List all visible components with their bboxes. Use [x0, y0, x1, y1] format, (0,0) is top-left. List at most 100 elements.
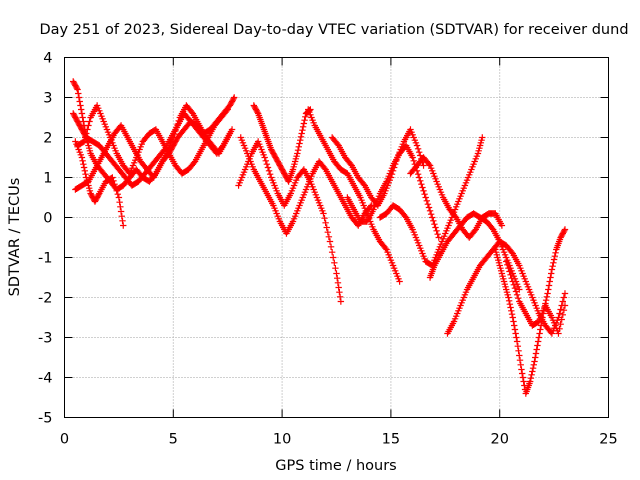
y-axis-label: SDTVAR / TECUs — [7, 178, 23, 297]
data-point — [506, 268, 513, 275]
data-point — [302, 113, 309, 121]
data-point — [425, 160, 433, 168]
data-point — [421, 190, 428, 198]
data-point — [265, 167, 273, 175]
data-point — [517, 361, 524, 369]
data-point — [417, 152, 424, 159]
data-point — [557, 320, 564, 328]
x-tick-label: 5 — [169, 432, 178, 448]
data-point — [77, 106, 85, 113]
data-point — [84, 126, 91, 133]
data-point — [531, 358, 538, 365]
data-point — [426, 207, 434, 215]
data-point — [368, 202, 375, 209]
data-point — [427, 210, 435, 218]
data-point — [532, 354, 539, 361]
data-point — [555, 314, 562, 321]
data-point — [560, 294, 568, 301]
data-point — [507, 271, 514, 279]
data-point — [262, 157, 269, 165]
data-point — [323, 224, 330, 231]
data-point — [74, 86, 81, 93]
data-point — [431, 220, 438, 228]
y-tick-label: -1 — [38, 251, 52, 267]
x-tick-label: 25 — [599, 432, 617, 448]
data-point — [175, 117, 182, 125]
data-point — [109, 174, 116, 181]
data-point — [434, 230, 441, 238]
data-point — [505, 264, 512, 272]
data-point — [172, 127, 179, 135]
data-point — [534, 318, 541, 326]
data-point — [334, 274, 341, 282]
data-point — [115, 194, 123, 201]
data-point — [512, 330, 519, 337]
data-point — [488, 224, 496, 232]
data-point — [526, 378, 534, 385]
data-point — [79, 138, 87, 146]
data-point — [547, 274, 554, 281]
data-point — [322, 219, 329, 227]
data-point — [298, 130, 305, 137]
data-point — [188, 108, 195, 116]
data-point — [224, 106, 231, 113]
data-point — [117, 208, 125, 215]
data-point — [297, 133, 305, 141]
data-point — [327, 243, 335, 251]
data-point — [508, 307, 515, 315]
data-point — [328, 248, 336, 256]
data-point — [542, 296, 550, 304]
data-point — [174, 120, 181, 128]
data-point — [513, 334, 520, 341]
data-point — [545, 286, 552, 293]
data-point — [85, 122, 92, 129]
data-point — [516, 356, 524, 364]
data-point — [110, 177, 117, 185]
data-point — [83, 130, 90, 137]
data-point — [530, 361, 537, 369]
data-point — [116, 198, 123, 206]
data-point — [81, 167, 89, 175]
data-point — [120, 222, 127, 229]
series-arc-9 — [305, 106, 403, 285]
data-point — [422, 194, 429, 201]
data-point — [552, 249, 559, 257]
data-point — [334, 279, 342, 287]
data-point — [360, 180, 367, 188]
series-arc-8 — [250, 102, 314, 185]
data-point — [419, 184, 426, 191]
data-point — [325, 233, 333, 241]
data-point — [331, 259, 338, 267]
y-tick-label: 1 — [43, 171, 52, 187]
data-point — [396, 278, 403, 285]
data-point — [513, 291, 521, 299]
data-point — [297, 136, 304, 144]
data-point — [417, 177, 424, 185]
data-point — [430, 217, 437, 225]
series-arc-16 — [492, 226, 569, 397]
data-points — [70, 78, 569, 397]
data-point — [190, 159, 198, 167]
data-point — [418, 180, 425, 188]
data-point — [424, 200, 432, 208]
data-point — [79, 114, 86, 121]
data-point — [336, 293, 344, 301]
data-point — [73, 84, 81, 92]
data-point — [533, 346, 540, 353]
data-point — [555, 330, 562, 337]
y-tick-label: -4 — [38, 371, 52, 387]
data-point — [505, 294, 512, 301]
data-point — [114, 190, 122, 198]
data-point — [423, 197, 431, 205]
data-point — [504, 261, 511, 269]
series-arc-4 — [74, 102, 231, 177]
data-point — [514, 294, 522, 302]
data-point — [299, 123, 307, 131]
data-point — [435, 234, 442, 241]
data-point — [514, 342, 522, 350]
series-arc-14 — [426, 210, 523, 293]
data-point — [507, 304, 514, 311]
data-point — [76, 98, 83, 105]
data-point — [231, 94, 238, 101]
